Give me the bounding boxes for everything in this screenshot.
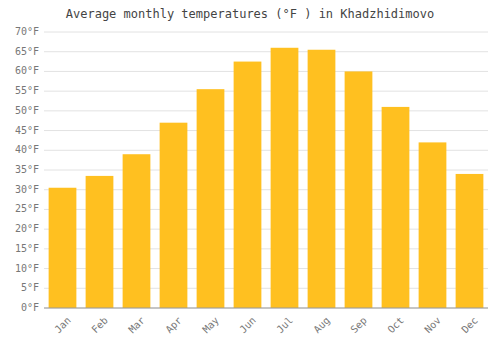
bar xyxy=(271,48,299,308)
x-tick-label: Sep xyxy=(348,315,369,336)
grid-line xyxy=(44,32,488,33)
y-tick-label: 25°F xyxy=(15,203,39,214)
grid-line xyxy=(44,51,488,52)
y-tick-label: 55°F xyxy=(15,85,39,96)
x-tick-label: Jun xyxy=(237,315,258,336)
x-tick-label: Nov xyxy=(422,315,443,336)
grid-line xyxy=(44,91,488,92)
chart-container: 0°F 5°F 10°F 15°F 20°F 25°F 30°F 35°F 40°F 45°F 50… xyxy=(0,0,500,350)
bar xyxy=(382,107,410,308)
bar xyxy=(160,123,188,308)
bars xyxy=(49,48,484,308)
x-tick-label: Dec xyxy=(459,315,480,336)
grid-line xyxy=(44,308,488,309)
grid xyxy=(44,32,488,308)
bar xyxy=(86,176,114,308)
y-tick-label: 40°F xyxy=(15,144,39,155)
x-tick-label: Aug xyxy=(311,315,332,336)
grid-line xyxy=(44,110,488,111)
x-tick-label: Jan xyxy=(52,315,73,336)
page-body: {"chart_data": {"type": "bar", "title": … xyxy=(0,0,500,350)
x-tick-labels: Jan Feb Mar Apr May Jun Jul Aug Sep Oct Nov Dec xyxy=(52,315,480,336)
bar xyxy=(345,71,373,308)
grid-line xyxy=(44,130,488,131)
y-tick-label: 45°F xyxy=(15,125,39,136)
grid-line xyxy=(44,71,488,72)
bar xyxy=(197,89,225,308)
y-tick-label: 5°F xyxy=(21,282,39,293)
bar xyxy=(308,50,336,308)
x-tick-label: Oct xyxy=(385,315,406,336)
page: Chart html, body { margin: 0; padding: 0… xyxy=(0,0,500,350)
y-tick-labels: 0°F 5°F 10°F 15°F 20°F 25°F 30°F 35°F 40°F 45°F 50… xyxy=(15,26,39,313)
bar xyxy=(456,174,484,308)
y-tick-label: 20°F xyxy=(15,223,39,234)
bar xyxy=(419,142,447,308)
x-axis-line xyxy=(44,308,488,309)
y-tick-label: 65°F xyxy=(15,46,39,57)
y-tick-label: 10°F xyxy=(15,263,39,274)
x-tick-label: Jul xyxy=(274,315,295,336)
x-tick-label: Apr xyxy=(163,315,184,336)
chart-svg: 0°F 5°F 10°F 15°F 20°F 25°F 30°F 35°F 40°F 45°F 50… xyxy=(0,0,500,350)
x-tick-label: Mar xyxy=(126,315,147,336)
bar xyxy=(123,154,151,308)
x-tick-label: Feb xyxy=(89,315,110,336)
y-tick-label: 70°F xyxy=(15,26,39,37)
y-tick-label: 15°F xyxy=(15,243,39,254)
chart-title: Average monthly temperatures (°F ) in Kh… xyxy=(66,7,434,21)
y-tick-label: 50°F xyxy=(15,105,39,116)
y-tick-label: 35°F xyxy=(15,164,39,175)
bar xyxy=(234,62,262,308)
y-tick-label: 0°F xyxy=(21,302,39,313)
y-tick-label: 60°F xyxy=(15,65,39,76)
bar xyxy=(49,188,77,308)
y-tick-label: 30°F xyxy=(15,184,39,195)
x-tick-label: May xyxy=(200,315,221,336)
